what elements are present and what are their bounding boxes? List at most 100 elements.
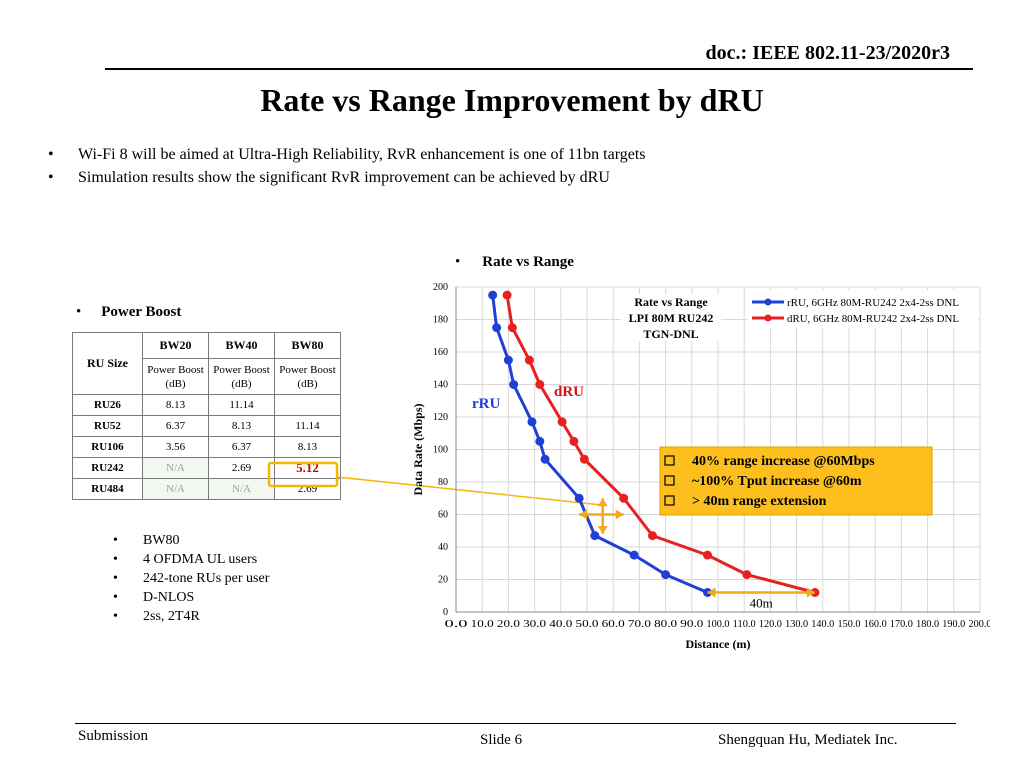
table-cell: 11.14 xyxy=(274,415,341,437)
arrow-head xyxy=(806,587,815,598)
y-tick-label: 100 xyxy=(433,445,448,456)
rvr-heading: Rate vs Range xyxy=(455,254,574,271)
table-cell-na: N/A xyxy=(142,457,209,479)
range-extension-label: 40m xyxy=(750,596,773,611)
x-tick-label: 40.0 xyxy=(549,619,572,630)
callout-box xyxy=(659,446,933,516)
x-tick-label: 30.0 xyxy=(523,619,546,630)
footer-author: Shengquan Hu, Mediatek Inc. xyxy=(718,732,898,748)
dru-data-point xyxy=(557,417,567,427)
x-tick-label: 170.0 xyxy=(890,619,913,630)
y-tick-label: 140 xyxy=(433,380,448,391)
chart-title-bg xyxy=(621,326,721,341)
dru-data-point xyxy=(579,454,589,464)
arrow-head xyxy=(615,509,624,520)
y-tick-label: 60 xyxy=(438,510,448,521)
top-rule xyxy=(105,68,973,70)
table-column-header: BW40 xyxy=(208,332,275,359)
table-sub-header: Power Boost (dB) xyxy=(274,358,341,395)
rru-label: rRU xyxy=(472,396,500,412)
x-tick-label: 100.0 xyxy=(707,619,730,630)
footer-slide-number: Slide 6 xyxy=(480,732,523,748)
legend-swatch-marker xyxy=(764,314,772,322)
rru-data-point xyxy=(540,454,550,464)
chart-title-bg xyxy=(621,294,721,309)
x-tick-label: 130.0 xyxy=(785,619,808,630)
legend-swatch-marker xyxy=(764,298,772,306)
table-row: RU106 3.56 6.37 8.13 xyxy=(72,436,341,458)
condition-item: 2ss, 2T4R xyxy=(113,607,269,626)
chart-title-line: TGN-DNL xyxy=(643,327,698,341)
condition-item: 4 OFDMA UL users xyxy=(113,550,269,569)
dru-label: dRU xyxy=(554,384,584,400)
x-tick-label: 160.0 xyxy=(864,619,887,630)
conditions-list: BW80 4 OFDMA UL users 242-tone RUs per u… xyxy=(113,531,269,626)
rvr-chart: 0 20 40 60 80 100 120 140 160 180 200 0.0 10.0 20.0 30… xyxy=(411,282,991,651)
y-tick-label: 180 xyxy=(433,315,448,326)
x-tick-label: 10.0 xyxy=(471,619,494,630)
condition-item: BW80 xyxy=(113,531,269,550)
condition-item: D-NLOS xyxy=(113,588,269,607)
chart-title-bg xyxy=(621,310,721,325)
table-cell: 11.14 xyxy=(208,394,275,416)
x-tick-label: 20.0 xyxy=(497,619,520,630)
table-corner-cell: RU Size xyxy=(72,332,143,395)
table-sub-header: Power Boost (dB) xyxy=(142,358,209,395)
rru-data-point xyxy=(492,323,502,333)
arrow-head xyxy=(597,498,608,507)
doc-id: doc.: IEEE 802.11-23/2020r3 xyxy=(705,42,950,64)
table-cell: 2.69 xyxy=(274,478,341,500)
x-tick-label: 150.0 xyxy=(838,619,861,630)
x-tick-label: 120.0 xyxy=(759,619,782,630)
bottom-rule xyxy=(75,723,956,724)
x-tick-label: 110.0 xyxy=(733,619,756,630)
table-cell: 6.37 xyxy=(208,436,275,458)
x-axis-label: Distance (m) xyxy=(686,637,751,651)
callout-line: > 40m range extension xyxy=(692,494,827,509)
x-tick-label: 0.0 xyxy=(445,619,468,630)
x-tick-label: 180.0 xyxy=(916,619,939,630)
dru-data-point xyxy=(502,290,512,300)
x-tick-label: 50.0 xyxy=(576,619,599,630)
page-title: Rate vs Range Improvement by dRU xyxy=(260,82,764,118)
rru-data-point xyxy=(574,493,584,503)
y-axis-label: Data Rate (Mbps) xyxy=(411,404,425,496)
dru-data-point xyxy=(648,531,657,541)
x-tick-label: 140.0 xyxy=(811,619,834,630)
condition-item: 242-tone RUs per user xyxy=(113,569,269,588)
x-tick-label: 190.0 xyxy=(942,619,965,630)
y-tick-label: 120 xyxy=(433,412,448,423)
table-row: RU52 6.37 8.13 11.14 xyxy=(72,415,341,437)
dru-data-point xyxy=(524,355,534,365)
dru-data-point xyxy=(507,323,517,333)
y-tick-label: 40 xyxy=(438,542,448,553)
rru-data-point xyxy=(590,531,600,541)
intro-bullet-list: Wi-Fi 8 will be aimed at Ultra-High Reli… xyxy=(48,143,948,189)
checkbox-icon xyxy=(664,475,675,486)
dru-data-point xyxy=(742,570,752,580)
x-tick-label: 60.0 xyxy=(602,619,625,630)
table-column-header: BW20 xyxy=(142,332,209,359)
highlight-box xyxy=(267,461,339,488)
y-tick-label: 20 xyxy=(438,575,448,586)
table-cell: 8.13 xyxy=(274,436,341,458)
rru-data-point xyxy=(527,417,537,427)
power-boost-heading: Power Boost xyxy=(76,304,181,321)
table-column-header: BW80 xyxy=(274,332,341,359)
arrow-head xyxy=(579,509,588,520)
chart-title-line: Rate vs Range xyxy=(634,295,708,309)
rru-data-point xyxy=(535,436,545,446)
callout-line: ~100% Tput increase @60m xyxy=(692,474,862,489)
rru-data-point xyxy=(661,570,671,580)
legend-entry: dRU, 6GHz 80M-RU242 2x4-2ss DNL xyxy=(787,314,959,325)
power-boost-table: RU Size BW20 BW40 BW80 Power Boost (dB) … xyxy=(72,332,341,500)
checkbox-icon xyxy=(664,455,675,466)
x-tick-label: 90.0 xyxy=(680,619,703,630)
dru-data-point xyxy=(569,436,579,446)
intro-bullet: Simulation results show the significant … xyxy=(48,166,948,189)
x-tick-label: 200.0 xyxy=(969,619,991,630)
chart-title-line: LPI 80M RU242 xyxy=(629,311,714,325)
row-label: RU484 xyxy=(72,478,143,500)
legend-box xyxy=(748,290,978,328)
